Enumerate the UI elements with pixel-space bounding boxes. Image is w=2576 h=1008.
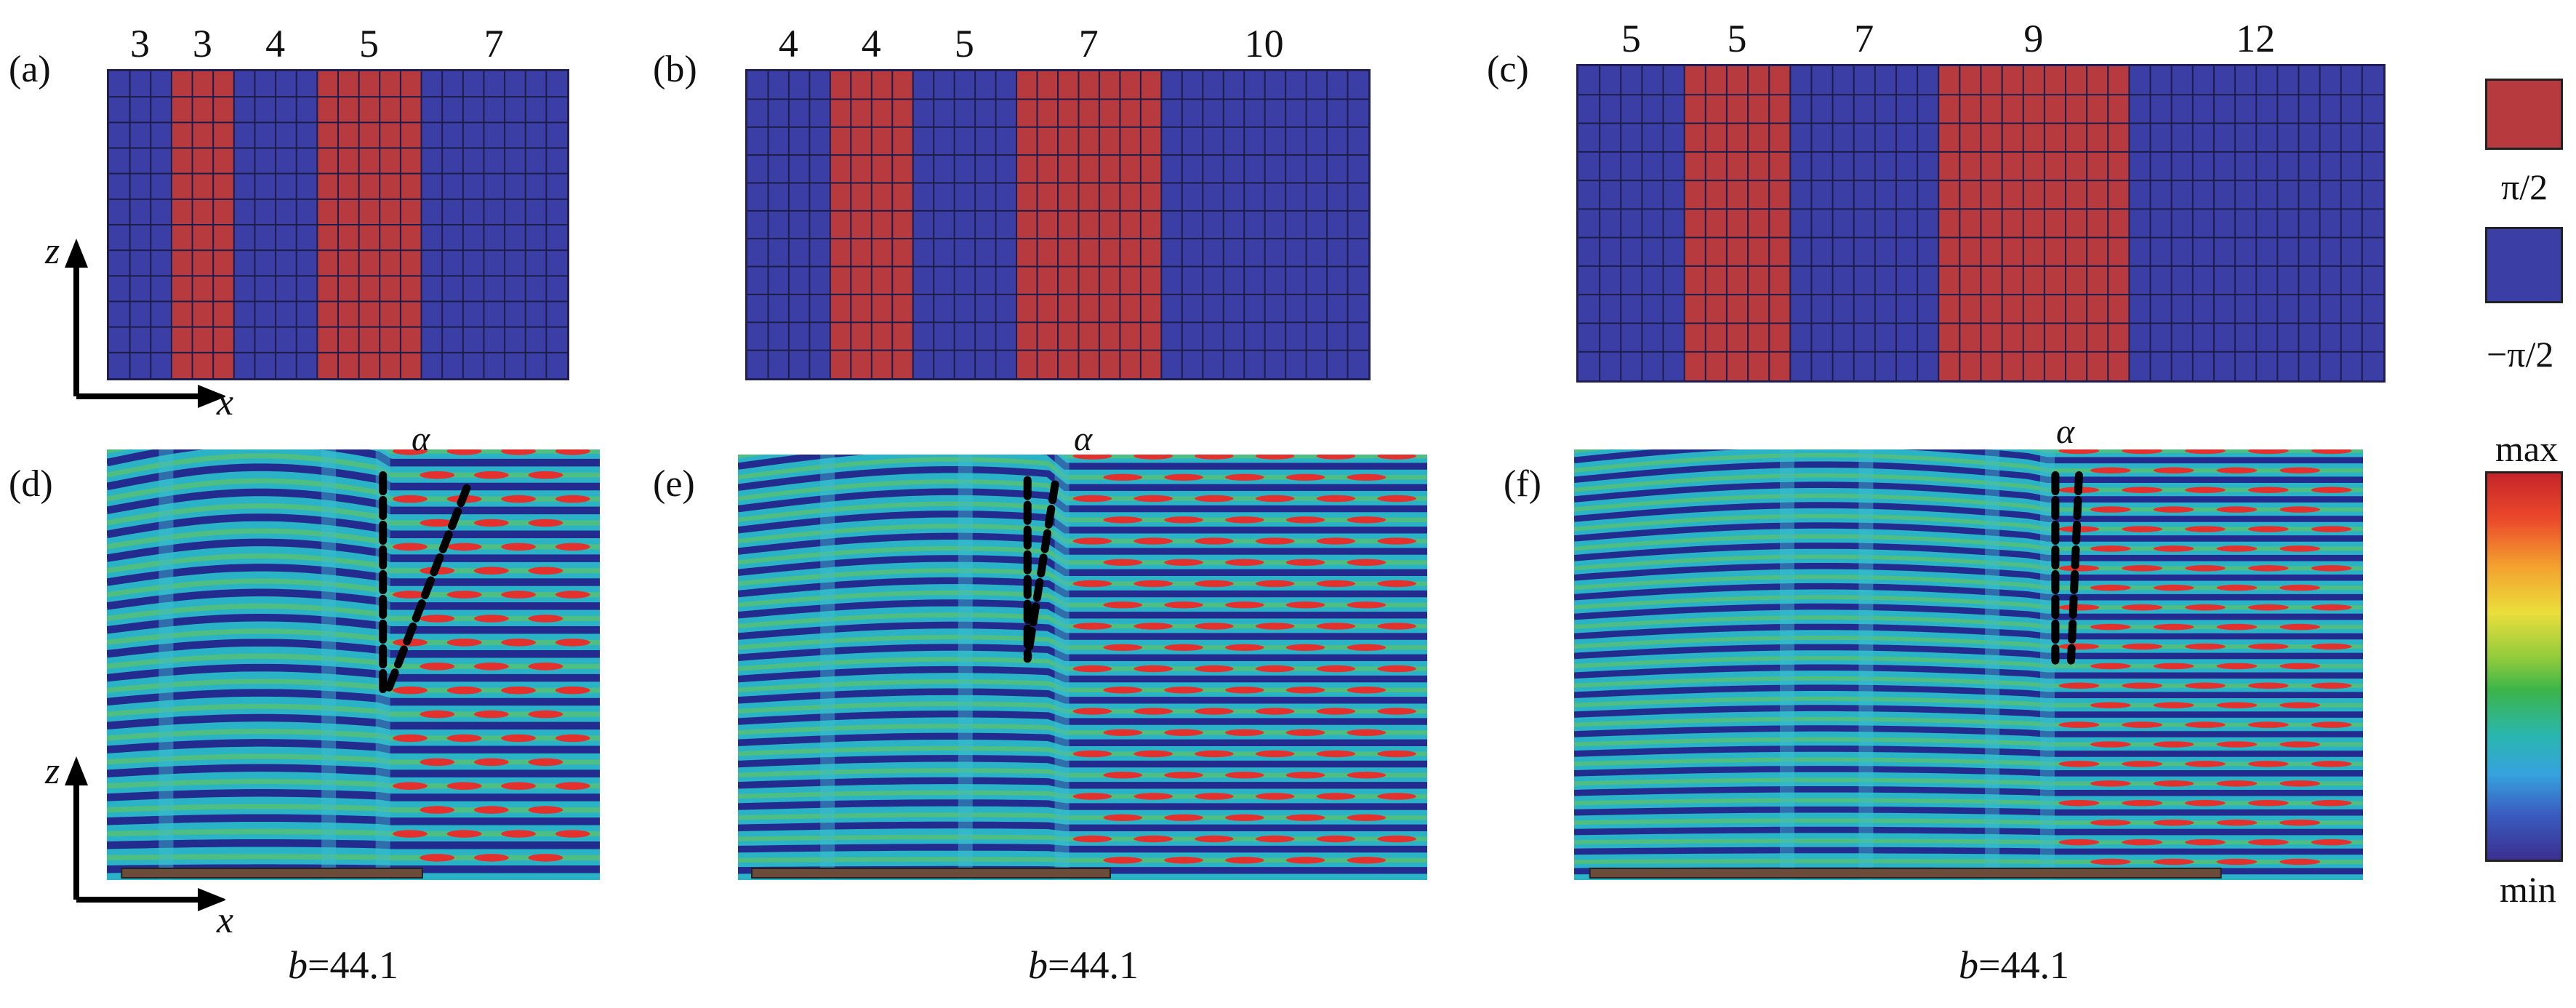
phase-band-b-3 [912, 71, 1017, 378]
phase-band-a-5 [421, 71, 567, 378]
field-pattern-d [107, 449, 600, 880]
panel-label-b: (b) [653, 49, 697, 90]
metasurface-grid-b [745, 69, 1371, 380]
band-count-c-5: 12 [2236, 17, 2276, 60]
phase-low-label: −π/2 [2487, 334, 2554, 375]
band-count-c-2: 5 [1727, 17, 1747, 60]
alpha-label-d: α [412, 420, 430, 458]
metasurface-grid-c [1576, 64, 2386, 383]
panel-label-f: (f) [1504, 463, 1541, 505]
band-count-b-3: 5 [954, 22, 974, 65]
field-map-f [1574, 449, 2363, 880]
panel-label-c: (c) [1487, 49, 1529, 90]
band-count-b-1: 4 [778, 22, 798, 65]
phase-band-b-5 [1161, 71, 1368, 378]
caption-d-var: b [288, 943, 308, 987]
colorbar-max-label: max [2495, 428, 2559, 469]
phase-band-c-3 [1790, 66, 1939, 380]
caption-f-var: b [1959, 943, 1978, 987]
alpha-label-e: α [1074, 420, 1093, 458]
z-axis-label-top: z [45, 231, 60, 272]
x-axis-label-bottom: x [217, 900, 234, 941]
alpha-label-f: α [2056, 412, 2075, 451]
caption-d-val: =44.1 [308, 943, 398, 987]
field-pattern-e [738, 455, 1427, 880]
band-count-b-4: 7 [1078, 22, 1099, 65]
band-count-a-3: 4 [265, 22, 286, 65]
band-count-a-5: 7 [483, 22, 504, 65]
panel-label-a: (a) [9, 49, 51, 90]
z-axis-label-bottom: z [45, 751, 60, 792]
phase-high-swatch [2485, 79, 2563, 150]
caption-e: b=44.1 [1028, 945, 1139, 985]
colorbar [2485, 471, 2563, 862]
axis-indicator-top [65, 239, 225, 408]
phase-band-a-3 [233, 71, 318, 378]
x-axis-label-top: x [217, 382, 234, 423]
phase-low-swatch [2485, 227, 2563, 303]
phase-band-c-2 [1684, 66, 1791, 380]
caption-f-val: =44.1 [1978, 943, 2069, 987]
band-count-b-5: 10 [1244, 22, 1284, 65]
caption-e-var: b [1028, 943, 1048, 987]
caption-f: b=44.1 [1959, 945, 2069, 985]
phase-band-c-1 [1578, 66, 1685, 380]
phase-band-a-4 [317, 71, 422, 378]
field-map-d [107, 449, 600, 880]
field-pattern-f [1574, 449, 2363, 880]
phase-band-b-4 [1016, 71, 1162, 378]
band-count-a-1: 3 [129, 22, 150, 65]
phase-band-b-1 [747, 71, 830, 378]
band-count-a-4: 5 [358, 22, 379, 65]
panel-label-d: (d) [9, 463, 53, 505]
caption-d: b=44.1 [288, 945, 398, 985]
band-count-c-1: 5 [1621, 17, 1641, 60]
band-count-c-3: 7 [1854, 17, 1874, 60]
phase-band-c-5 [2129, 66, 2383, 380]
axis-indicator-bottom [65, 756, 225, 911]
colorbar-min-label: min [2500, 869, 2556, 910]
panel-label-e: (e) [653, 463, 695, 505]
band-count-c-4: 9 [2023, 17, 2044, 60]
phase-band-b-2 [830, 71, 913, 378]
field-map-e [738, 455, 1427, 880]
caption-e-val: =44.1 [1048, 943, 1139, 987]
phase-high-label: π/2 [2501, 167, 2548, 207]
band-count-a-2: 3 [192, 22, 212, 65]
phase-band-c-4 [1938, 66, 2130, 380]
band-count-b-2: 4 [861, 22, 881, 65]
